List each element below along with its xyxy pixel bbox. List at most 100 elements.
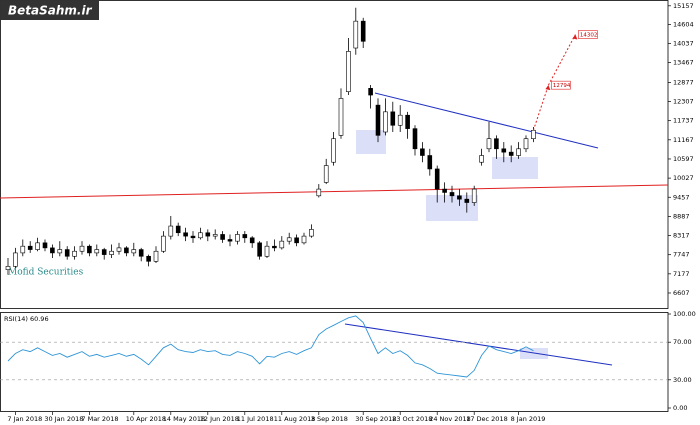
arrow-head bbox=[572, 34, 578, 40]
candle-body bbox=[50, 247, 55, 254]
candle-body bbox=[57, 249, 63, 254]
candle-body bbox=[486, 138, 492, 150]
candle-body bbox=[286, 237, 292, 242]
x-tick-label: 24 Nov 2018 bbox=[429, 415, 471, 423]
candle-body bbox=[161, 235, 166, 252]
logo-box bbox=[1, 1, 99, 20]
candle-body bbox=[457, 195, 462, 200]
x-tick-label: 30 Sep 2018 bbox=[355, 415, 396, 423]
candle-body bbox=[5, 266, 11, 271]
candle-body bbox=[272, 245, 277, 249]
x-tick-label: 30 Jan 2018 bbox=[44, 415, 83, 423]
rsi-panel bbox=[0, 312, 669, 412]
candle-body bbox=[124, 247, 129, 254]
candle-body bbox=[279, 240, 285, 249]
candle-body bbox=[257, 242, 262, 257]
candle-body bbox=[449, 192, 455, 197]
candle-body bbox=[368, 88, 373, 96]
candle-body bbox=[109, 250, 114, 255]
y-tick-label: 7747 bbox=[673, 251, 690, 259]
candle-body bbox=[242, 234, 248, 239]
y-tick-label: 10027 bbox=[673, 174, 694, 182]
candle-body bbox=[338, 98, 344, 136]
target-label: 14302 bbox=[580, 33, 598, 39]
candle-body bbox=[227, 239, 233, 242]
candle-body bbox=[531, 130, 536, 140]
x-tick-label: 11 Aug 2018 bbox=[274, 415, 316, 423]
y-tick-label: 12307 bbox=[673, 98, 694, 106]
candle-body bbox=[434, 168, 440, 190]
x-tick-label: 8 Jan 2019 bbox=[511, 415, 546, 423]
x-tick-label: 14 May 2018 bbox=[163, 415, 205, 423]
x-tick-label: 3 Sep 2018 bbox=[311, 415, 348, 423]
candle-body bbox=[131, 249, 137, 254]
candle-body bbox=[87, 245, 92, 254]
candle-body bbox=[64, 249, 70, 257]
candle-body bbox=[412, 128, 418, 150]
candle-body bbox=[212, 234, 218, 237]
y-tick-label: 12877 bbox=[673, 78, 694, 86]
candle-body bbox=[94, 249, 100, 254]
candle-body bbox=[390, 111, 396, 126]
y-tick-label: 9457 bbox=[673, 193, 690, 201]
candle-body bbox=[494, 138, 499, 150]
candle-body bbox=[220, 234, 225, 240]
price-panel bbox=[0, 0, 669, 309]
rsi-trend-line bbox=[344, 323, 613, 366]
candle-body bbox=[516, 148, 521, 156]
candle-body bbox=[116, 247, 122, 252]
x-tick-label: 7 Jan 2018 bbox=[7, 415, 42, 423]
rsi-title: RSI(14) 60.96 bbox=[4, 315, 49, 323]
candle-body bbox=[146, 255, 151, 262]
candle-body bbox=[235, 234, 240, 242]
candle-body bbox=[316, 188, 322, 197]
candle-body bbox=[346, 51, 351, 92]
candle-body bbox=[27, 245, 33, 250]
watermark: Mofid Securities bbox=[8, 268, 84, 278]
candle-body bbox=[397, 114, 403, 126]
candle-body bbox=[464, 198, 470, 203]
support-line bbox=[0, 184, 669, 199]
y-tick-label: 13467 bbox=[673, 59, 694, 67]
x-tick-label: 7 Mar 2018 bbox=[81, 415, 118, 423]
candle-body bbox=[323, 165, 329, 183]
y-tick-label: 100.00 bbox=[673, 310, 696, 318]
y-tick-label: 6607 bbox=[673, 289, 690, 297]
candle-body bbox=[79, 245, 85, 252]
candle-body bbox=[479, 155, 484, 163]
rsi-line bbox=[7, 315, 534, 378]
candle-body bbox=[42, 242, 48, 249]
candle-body bbox=[420, 148, 425, 156]
target-label: 12794 bbox=[553, 83, 571, 89]
candle-body bbox=[72, 250, 77, 257]
candle-body bbox=[508, 151, 514, 156]
candle-body bbox=[138, 249, 144, 257]
x-tick-label: 23 Oct 2018 bbox=[392, 415, 432, 423]
candle-body bbox=[183, 232, 188, 237]
x-tick-label: 17 Dec 2018 bbox=[466, 415, 508, 423]
target-box bbox=[551, 80, 571, 90]
y-tick-label: 7177 bbox=[673, 270, 690, 278]
y-tick-label: 14037 bbox=[673, 39, 694, 47]
y-tick-label: 11167 bbox=[673, 136, 694, 144]
candle-body bbox=[331, 138, 336, 163]
arrow-head bbox=[545, 85, 551, 91]
candle-body bbox=[35, 242, 40, 250]
candle-body bbox=[264, 245, 270, 257]
y-tick-label: 10597 bbox=[673, 155, 694, 163]
candle-body bbox=[190, 235, 196, 239]
candle-body bbox=[405, 114, 410, 129]
candle-body bbox=[249, 237, 255, 244]
candle-body bbox=[501, 148, 507, 153]
candle-body bbox=[153, 250, 159, 262]
target-arrow bbox=[547, 34, 576, 86]
y-tick-label: 15157 bbox=[673, 2, 694, 10]
y-tick-label: 8887 bbox=[673, 212, 690, 220]
trend-line bbox=[374, 92, 599, 149]
candle-body bbox=[427, 155, 433, 170]
y-tick-label: 0.00 bbox=[673, 404, 687, 412]
candle-body bbox=[205, 232, 211, 237]
target-box bbox=[578, 30, 598, 39]
candle-body bbox=[360, 20, 366, 42]
